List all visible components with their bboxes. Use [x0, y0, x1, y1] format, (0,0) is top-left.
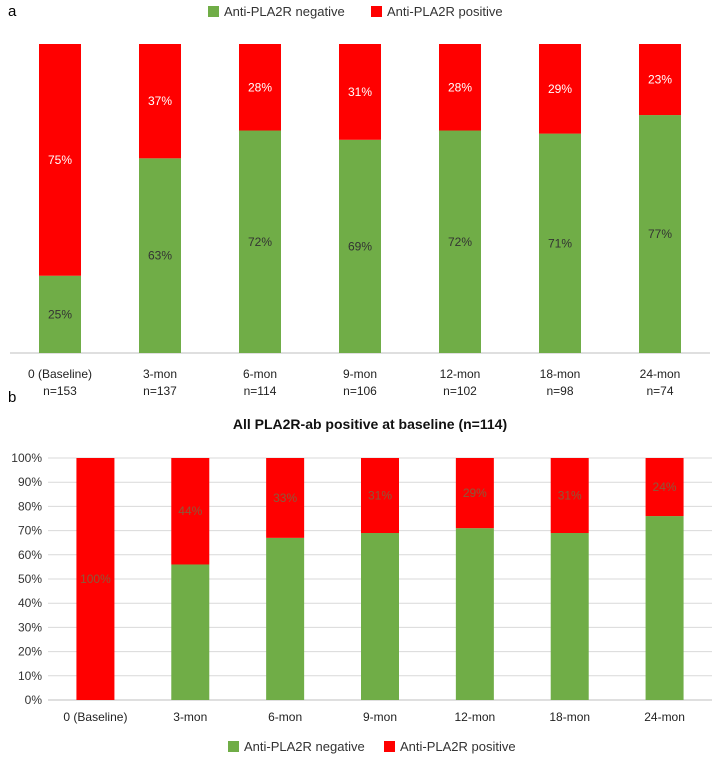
panel-a-letter: a [8, 3, 17, 20]
bar-anti-pla2r-positive-12-mon [455, 458, 494, 529]
y-tick-label: 90% [18, 475, 42, 489]
bar-anti-pla2r-positive-18-mon [539, 44, 581, 134]
x-tick-label: 18-mon [540, 367, 581, 381]
x-tick-n-label: n=137 [143, 384, 177, 398]
panel-b-legend: Anti-PLA2R negative Anti-PLA2R positive [228, 739, 516, 754]
y-tick-label: 80% [18, 499, 42, 513]
data-label-anti-pla2r-positive-24-mon: 24% [653, 480, 677, 494]
x-tick-label: 3-mon [143, 367, 177, 381]
x-tick-label: 9-mon [363, 710, 397, 724]
bar-anti-pla2r-negative-0-baseline [39, 275, 81, 353]
data-label-anti-pla2r-positive-24-mon: 23% [648, 73, 672, 87]
bar-anti-pla2r-positive-24-mon [645, 458, 684, 517]
bar-anti-pla2r-negative-9-mon [339, 139, 381, 353]
panel-b-legend-negative-label: Anti-PLA2R negative [244, 739, 365, 754]
x-tick-label: 12-mon [455, 710, 496, 724]
panel-b-legend-positive-swatch [384, 741, 395, 752]
x-tick-n-label: n=102 [443, 384, 477, 398]
bar-anti-pla2r-positive-12-mon [439, 44, 481, 131]
panel-a-legend-negative-swatch [208, 6, 219, 17]
data-label-anti-pla2r-positive-0-baseline: 75% [48, 153, 72, 167]
bar-anti-pla2r-negative-24-mon [645, 516, 684, 700]
data-label-anti-pla2r-positive-18-mon: 29% [548, 82, 572, 96]
x-tick-label: 3-mon [173, 710, 207, 724]
y-tick-label: 70% [18, 524, 42, 538]
data-label-anti-pla2r-positive-6-mon: 28% [248, 80, 272, 94]
x-tick-label: 12-mon [440, 367, 481, 381]
x-tick-n-label: n=106 [343, 384, 377, 398]
data-label-anti-pla2r-negative-6-mon: 72% [248, 235, 272, 249]
bar-anti-pla2r-negative-18-mon [539, 133, 581, 353]
data-label-anti-pla2r-positive-12-mon: 28% [448, 80, 472, 94]
bar-anti-pla2r-positive-3-mon [171, 458, 210, 565]
x-tick-n-label: n=114 [244, 384, 277, 398]
y-tick-label: 10% [18, 669, 42, 683]
x-tick-label: 6-mon [268, 710, 302, 724]
bar-anti-pla2r-positive-9-mon [361, 458, 399, 534]
bar-anti-pla2r-negative-9-mon [361, 533, 399, 700]
bar-anti-pla2r-negative-12-mon [455, 528, 494, 700]
panel-b-title: All PLA2R-ab positive at baseline (n=114… [233, 416, 507, 432]
panel-b-plot: 0% 10% 20% 30% 40% 50% 60% 70% 80% 90% 100% 100% 0 (… [11, 451, 712, 724]
bar-anti-pla2r-positive-6-mon [266, 458, 305, 538]
panel-a-legend-positive-label: Anti-PLA2R positive [387, 4, 503, 19]
panel-a-legend-positive-swatch [371, 6, 382, 17]
bar-anti-pla2r-positive-18-mon [550, 458, 589, 534]
panel-a-legend-negative-label: Anti-PLA2R negative [224, 4, 345, 19]
bar-anti-pla2r-positive-0-baseline [39, 44, 81, 276]
bar-anti-pla2r-negative-3-mon [171, 564, 210, 700]
x-tick-label: 24-mon [640, 367, 681, 381]
y-tick-label: 40% [18, 596, 42, 610]
panel-b-letter: b [8, 389, 16, 406]
data-label-anti-pla2r-negative-18-mon: 71% [548, 236, 572, 250]
data-label-anti-pla2r-negative-24-mon: 77% [648, 227, 672, 241]
data-label-anti-pla2r-negative-12-mon: 72% [448, 235, 472, 249]
panel-a-plot: 25% 75% 0 (Baseline) n=153 63% 37% 3-mon n=137 7… [10, 44, 710, 398]
x-tick-label: 9-mon [343, 367, 377, 381]
data-label-anti-pla2r-positive-3-mon: 44% [178, 504, 202, 518]
panel-b-legend-negative-swatch [228, 741, 239, 752]
bar-anti-pla2r-negative-24-mon [639, 115, 681, 353]
data-label-anti-pla2r-negative-0-baseline: 25% [48, 307, 72, 321]
panel-a-legend: Anti-PLA2R negative Anti-PLA2R positive [208, 4, 503, 19]
data-label-anti-pla2r-negative-3-mon: 63% [148, 249, 172, 263]
x-tick-label: 6-mon [243, 367, 277, 381]
bar-anti-pla2r-positive-3-mon [139, 44, 181, 159]
bar-anti-pla2r-negative-3-mon [139, 158, 181, 353]
y-tick-label: 100% [11, 451, 42, 465]
data-label-anti-pla2r-positive-0-baseline: 100% [80, 572, 111, 586]
bar-anti-pla2r-negative-6-mon [239, 130, 281, 353]
y-tick-label: 20% [18, 645, 42, 659]
data-label-anti-pla2r-positive-3-mon: 37% [148, 94, 172, 108]
x-tick-n-label: n=153 [43, 384, 77, 398]
x-tick-label: 24-mon [644, 710, 685, 724]
bar-anti-pla2r-positive-24-mon [639, 44, 681, 116]
bar-anti-pla2r-positive-0-baseline [76, 458, 115, 700]
x-tick-label: 0 (Baseline) [28, 367, 92, 381]
x-tick-n-label: n=74 [646, 384, 673, 398]
data-label-anti-pla2r-positive-18-mon: 31% [558, 489, 582, 503]
y-tick-label: 60% [18, 548, 42, 562]
data-label-anti-pla2r-positive-9-mon: 31% [368, 489, 392, 503]
bar-anti-pla2r-negative-6-mon [266, 537, 305, 700]
x-tick-n-label: n=98 [546, 384, 573, 398]
x-tick-label: 0 (Baseline) [63, 710, 127, 724]
data-label-anti-pla2r-positive-6-mon: 33% [273, 491, 297, 505]
bar-anti-pla2r-negative-12-mon [439, 130, 481, 353]
bar-anti-pla2r-negative-18-mon [550, 533, 589, 700]
bar-anti-pla2r-positive-9-mon [339, 44, 381, 140]
bar-anti-pla2r-positive-6-mon [239, 44, 281, 131]
panel-b-legend-positive-label: Anti-PLA2R positive [400, 739, 516, 754]
y-tick-label: 0% [25, 693, 43, 707]
y-tick-label: 50% [18, 572, 42, 586]
data-label-anti-pla2r-positive-12-mon: 29% [463, 486, 487, 500]
y-tick-label: 30% [18, 620, 42, 634]
data-label-anti-pla2r-positive-9-mon: 31% [348, 85, 372, 99]
x-tick-label: 18-mon [549, 710, 590, 724]
data-label-anti-pla2r-negative-9-mon: 69% [348, 239, 372, 253]
